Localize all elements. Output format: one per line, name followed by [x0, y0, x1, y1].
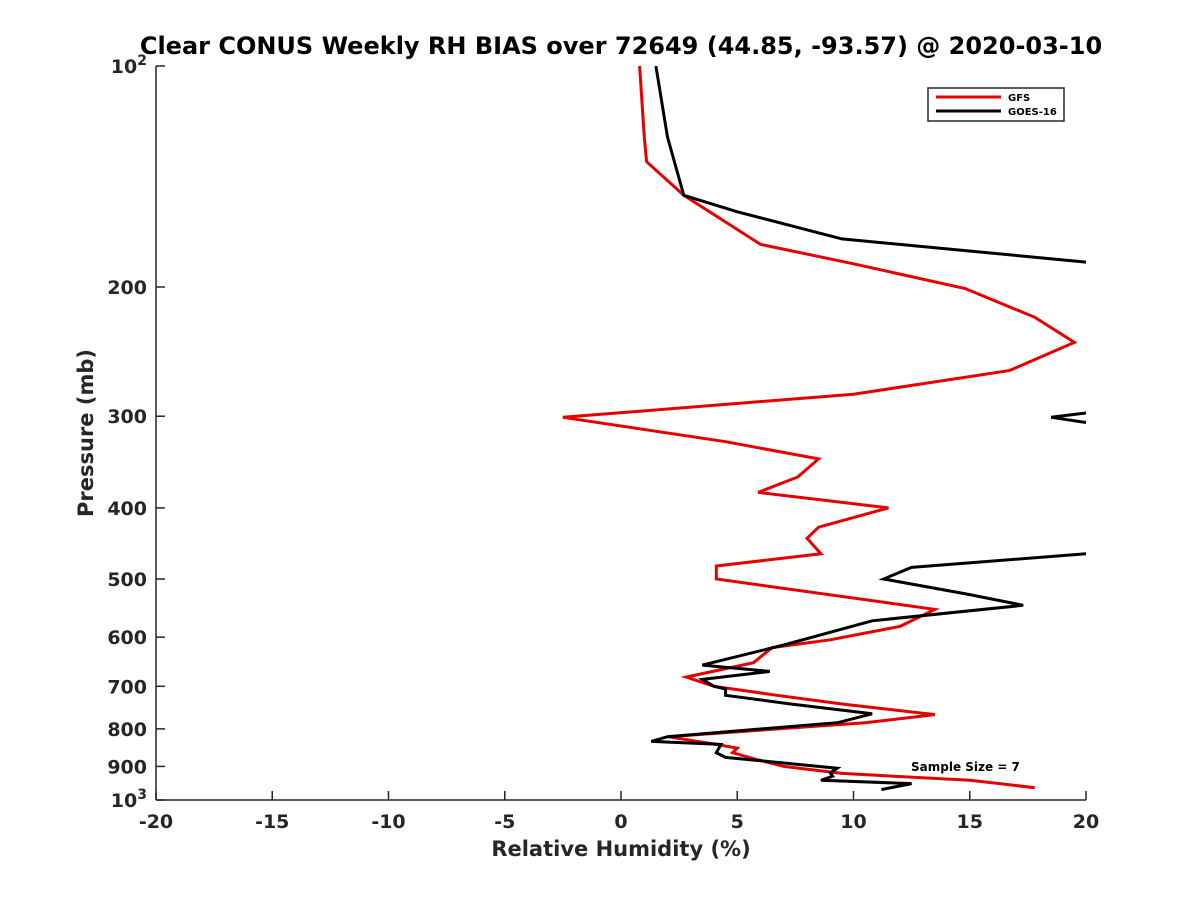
y-tick-label: 500 [107, 569, 147, 591]
chart-title: Clear CONUS Weekly RH BIAS over 72649 (4… [140, 32, 1102, 60]
x-tick-label: 0 [614, 811, 627, 833]
y-tick-label: 900 [107, 756, 147, 778]
x-axis-label: Relative Humidity (%) [491, 837, 750, 861]
y-axis-ticks: 102 200 300 400 500 600 700 800 900 103 [107, 53, 165, 812]
y-tick-label: 300 [107, 406, 147, 428]
y-tick-label: 600 [107, 627, 147, 649]
legend-label-goes16: GOES-16 [1008, 107, 1057, 118]
y-tick-label: 102 [111, 53, 147, 78]
x-tick-label: -15 [255, 811, 289, 833]
y-tick-label: 700 [107, 676, 147, 698]
series-line-goes16-1 [654, 66, 1086, 264]
plot-area: -20 -15 -10 -5 0 5 10 15 20 102 200 300 400 500 600 70… [107, 53, 1099, 833]
x-axis-ticks: -20 -15 -10 -5 0 5 10 15 20 [139, 791, 1099, 833]
x-tick-label: 10 [840, 811, 866, 833]
y-tick-label: 400 [107, 498, 147, 520]
sample-size-annotation: Sample Size = 7 [911, 760, 1020, 774]
series-layer [562, 66, 1086, 792]
x-tick-label: 5 [731, 811, 744, 833]
x-tick-label: -10 [371, 811, 405, 833]
x-tick-label: 20 [1073, 811, 1099, 833]
x-tick-label: -5 [494, 811, 515, 833]
series-line-goes16-2 [1050, 411, 1086, 424]
y-tick-label: 103 [111, 787, 147, 812]
y-axis-label: Pressure (mb) [74, 349, 98, 517]
x-tick-label: 15 [957, 811, 983, 833]
plot-background [156, 66, 1086, 800]
y-tick-label: 200 [107, 277, 147, 299]
series-line-goes16-3 [650, 552, 1086, 792]
legend-box [927, 87, 1065, 122]
legend: GFS GOES-16 [927, 87, 1065, 122]
y-tick-label: 800 [107, 719, 147, 741]
x-tick-label: -20 [139, 811, 173, 833]
legend-label-gfs: GFS [1008, 93, 1030, 104]
